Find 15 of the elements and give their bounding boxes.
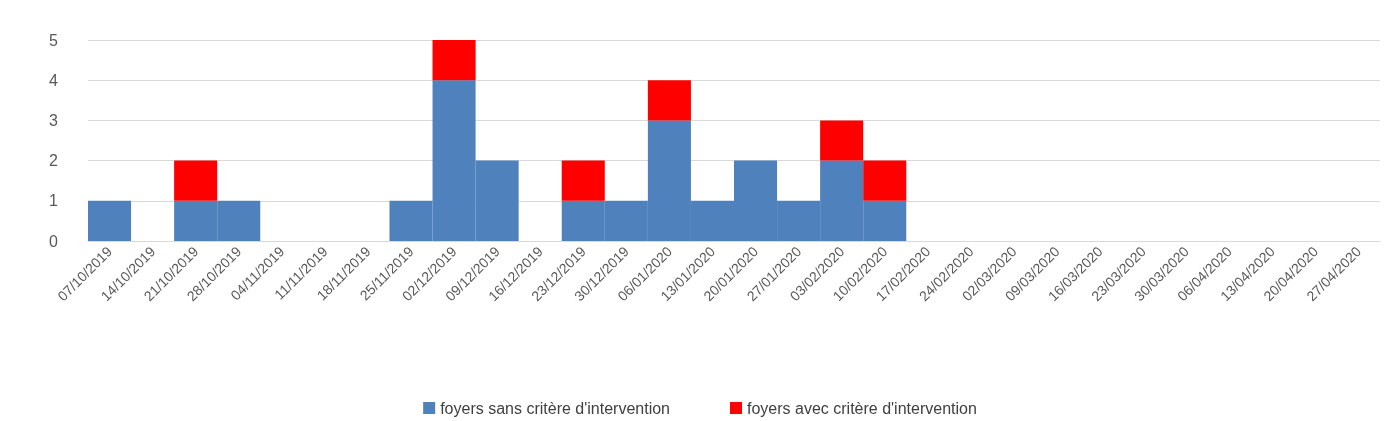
legend-label: foyers avec critère d'intervention: [747, 399, 977, 417]
bar: [432, 40, 476, 81]
bar: [647, 80, 691, 121]
legend-label: foyers sans critère d'intervention: [440, 399, 670, 417]
y-tick-label: 5: [49, 31, 59, 49]
y-tick-label: 4: [49, 71, 59, 89]
bar: [174, 160, 218, 201]
bar: [88, 200, 132, 241]
bar: [561, 160, 605, 201]
y-tick-label: 1: [49, 192, 59, 210]
y-tick-label: 0: [49, 232, 59, 250]
y-tick-label: 2: [49, 152, 59, 170]
y-tick-label: 3: [49, 111, 59, 129]
bar: [820, 120, 864, 161]
bar: [863, 160, 907, 201]
